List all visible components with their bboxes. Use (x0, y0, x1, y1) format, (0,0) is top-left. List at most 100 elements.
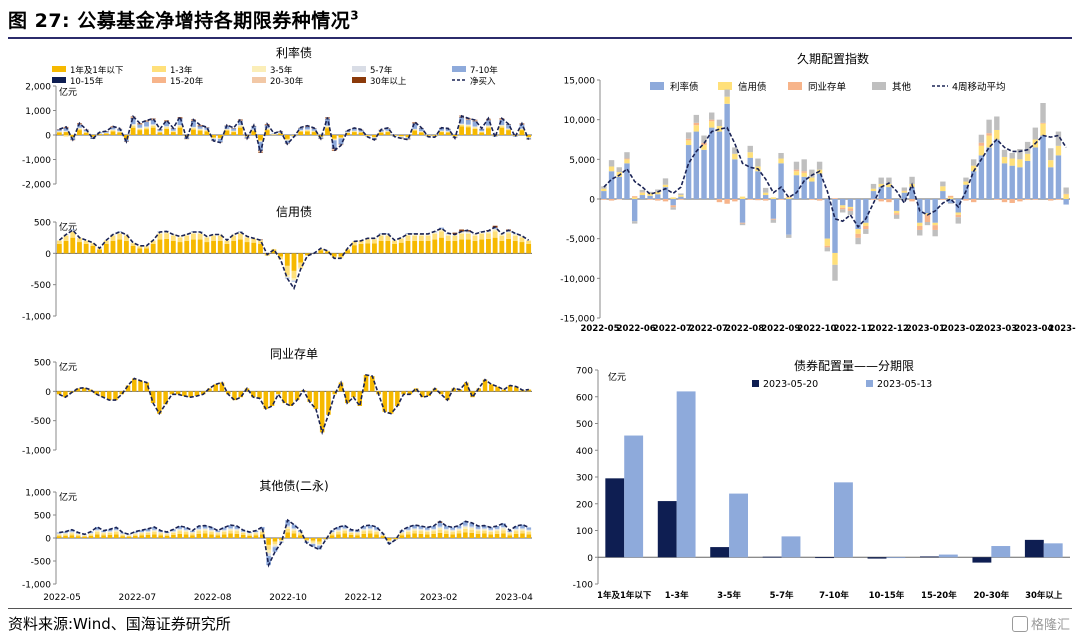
bar-segment (909, 187, 915, 199)
tenor-bar (1024, 539, 1044, 558)
bar-segment (291, 529, 297, 531)
bar-segment (152, 526, 157, 530)
bar-segment (234, 528, 240, 530)
bar-segment (258, 139, 263, 142)
net-line (58, 225, 530, 291)
bar-segment (132, 378, 137, 392)
bar-segment (405, 234, 411, 236)
x-tick-label: 20-30年 (973, 590, 1009, 601)
bar-segment (932, 222, 938, 226)
bar-segment (318, 250, 324, 254)
bar-segment (459, 124, 465, 127)
legend-label: 2023-05-20 (763, 379, 818, 390)
bar-segment (1024, 199, 1031, 200)
bar-segment (298, 128, 304, 131)
tenor-bar (834, 482, 853, 558)
bar-segment (264, 130, 270, 135)
bar-segment (338, 138, 344, 144)
bar-segment (463, 521, 468, 526)
bar-segment (870, 188, 877, 192)
bar-segment (271, 248, 277, 251)
bar-segment (183, 527, 189, 530)
bar-segment (70, 230, 76, 233)
bar-segment (247, 532, 252, 534)
bar-segment (358, 131, 364, 133)
legend-swatch (718, 82, 732, 90)
bar-segment (231, 235, 237, 241)
bar-segment (863, 199, 869, 223)
bar-segment (361, 528, 367, 530)
bar-segment (120, 536, 125, 538)
bar-segment (117, 232, 123, 234)
bar-segment (655, 194, 661, 199)
bar-segment (519, 128, 525, 129)
bar-segment (367, 525, 373, 529)
bar-segment (144, 127, 149, 130)
bar-segment (469, 526, 474, 528)
bar-segment (482, 528, 487, 530)
bar-segment (486, 128, 491, 135)
bar-segment (231, 131, 237, 133)
bar-segment (117, 233, 123, 240)
bar-segment (492, 136, 498, 137)
bar-segment (624, 158, 630, 160)
bar-segment (197, 130, 203, 135)
bar-segment (832, 252, 838, 265)
bar-segment (1009, 152, 1015, 159)
bar-segment (56, 131, 62, 132)
bar-segment (137, 128, 143, 131)
bar-segment (616, 176, 622, 199)
bar-segment (475, 531, 481, 534)
bar-segment (399, 532, 405, 533)
bar-segment (452, 135, 458, 136)
bar-segment (77, 128, 82, 129)
bar-segment (107, 532, 113, 533)
bar-segment (263, 391, 269, 409)
bar-segment (380, 534, 386, 536)
bar-segment (469, 532, 474, 538)
bar-segment (183, 532, 189, 535)
y-tick-label: -1,000 (22, 313, 51, 323)
bar-segment (709, 112, 715, 120)
bar-segment (439, 237, 444, 254)
bar-segment (479, 232, 485, 234)
bar-segment (662, 178, 669, 185)
bar-segment (237, 232, 243, 234)
bar-segment (486, 126, 491, 129)
bar-segment (361, 526, 367, 529)
bar-segment (355, 532, 360, 533)
y-tick-label: 1,000 (25, 107, 51, 117)
bar-segment (158, 532, 164, 533)
bar-segment (329, 532, 335, 534)
bar-segment (405, 534, 411, 538)
bar-segment (1048, 148, 1054, 161)
bar-segment (171, 532, 176, 535)
bar-segment (164, 121, 170, 127)
bar-segment (285, 532, 290, 538)
bar-segment (152, 530, 157, 533)
bar-segment (472, 234, 478, 236)
bar-segment (465, 232, 471, 234)
bar-segment (90, 243, 96, 246)
bar-segment (83, 243, 89, 254)
bar-segment (351, 128, 357, 131)
bar-segment (170, 128, 176, 131)
bar-segment (126, 534, 132, 536)
bar-segment (190, 535, 195, 538)
bar-segment (298, 262, 304, 268)
bar-segment (438, 391, 444, 395)
tenor-bar (729, 493, 748, 558)
bar-segment (1009, 158, 1015, 166)
bar-segment (237, 124, 243, 126)
bar-segment (63, 235, 69, 241)
tenor-bar (938, 554, 958, 558)
bar-segment (204, 237, 210, 243)
bar-segment (801, 171, 807, 173)
bar-segment (75, 533, 81, 534)
legend-swatch (650, 82, 664, 90)
bar-segment (170, 132, 176, 135)
bar-segment (479, 132, 485, 135)
bar-segment (378, 132, 384, 135)
bar-segment (499, 127, 505, 135)
